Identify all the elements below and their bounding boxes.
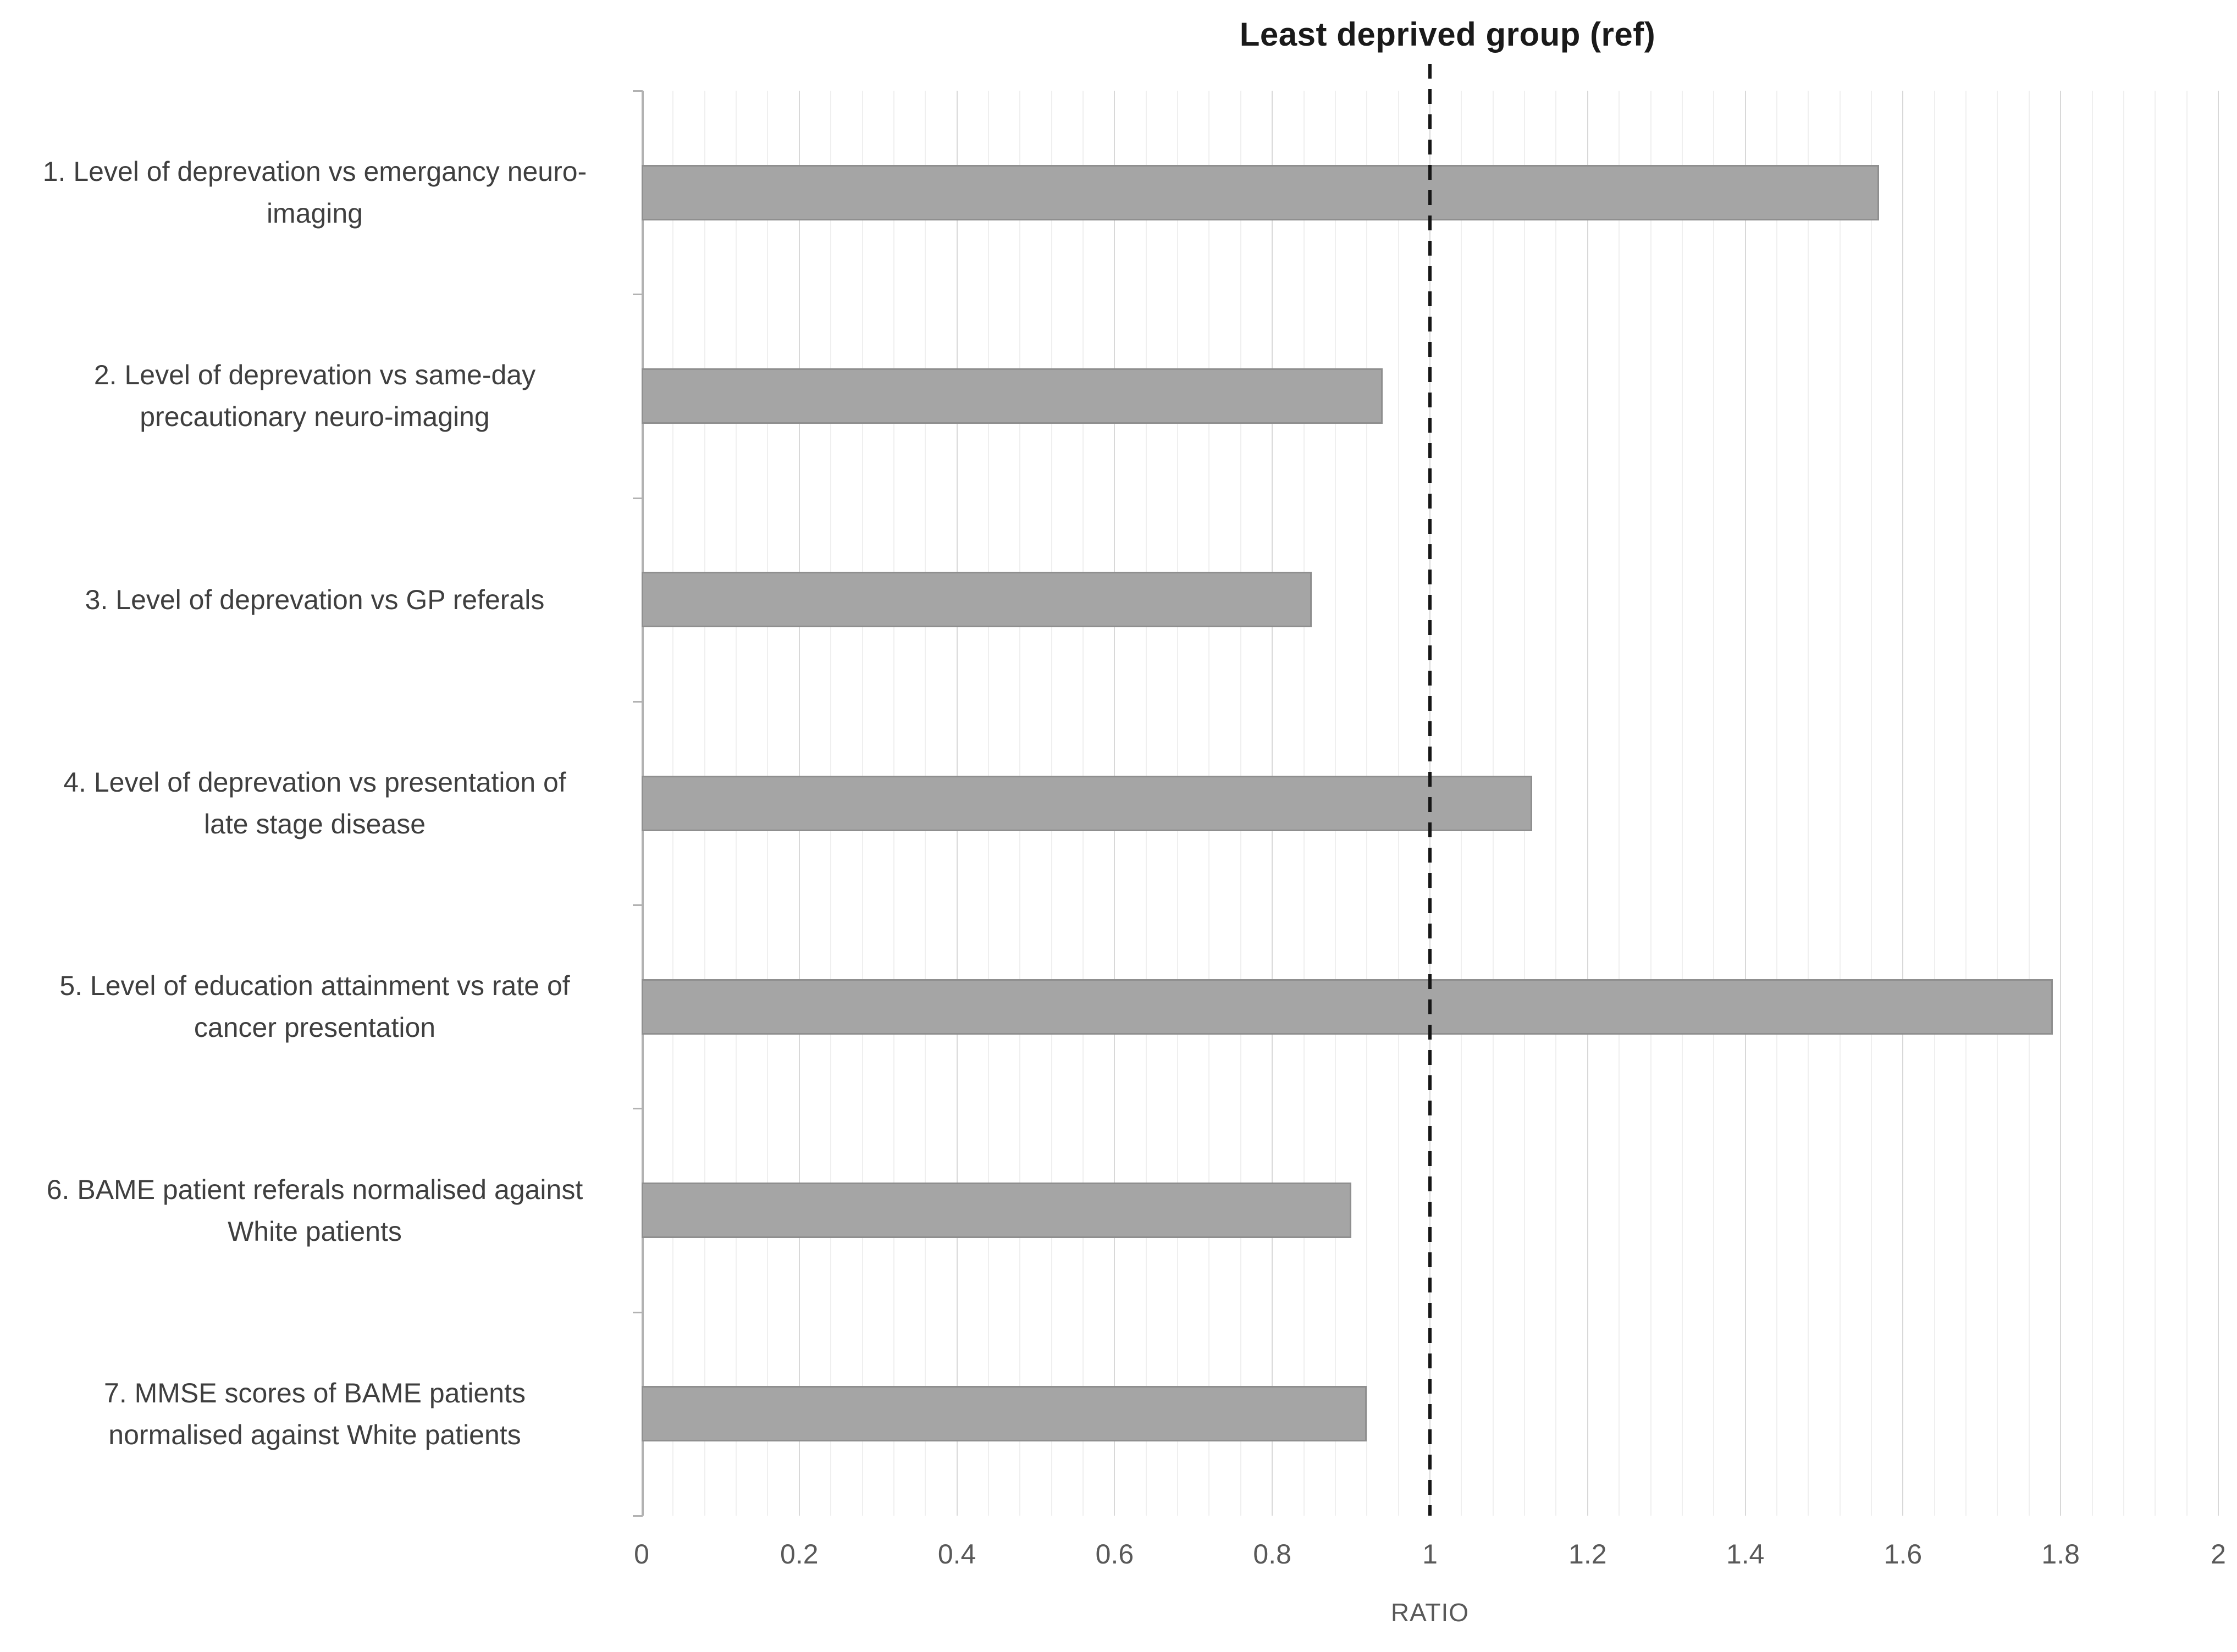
minor-gridline — [1997, 91, 1998, 1516]
bar — [642, 572, 1312, 628]
axis-tick-mark — [633, 497, 643, 499]
category-label: 4. Level of deprevation vs presentation … — [63, 767, 566, 839]
x-tick-label: 0 — [634, 1539, 649, 1570]
major-gridline — [1744, 91, 1746, 1516]
x-tick-label: 1.2 — [1568, 1539, 1607, 1570]
minor-gridline — [1713, 91, 1715, 1516]
bar — [642, 1183, 1351, 1239]
axis-tick-mark — [633, 904, 643, 907]
bar — [642, 979, 2053, 1035]
axis-tick-mark — [633, 90, 643, 92]
minor-gridline — [1839, 91, 1841, 1516]
bar — [642, 368, 1383, 424]
x-tick-label: 1.4 — [1726, 1539, 1765, 1570]
axis-tick-mark — [633, 700, 643, 703]
category-label: 3. Level of deprevation vs GP referals — [85, 584, 545, 615]
x-tick-label: 0.6 — [1095, 1539, 1134, 1570]
major-gridline — [2060, 91, 2062, 1516]
axis-tick-mark — [633, 1108, 643, 1110]
axis-tick-mark — [633, 294, 643, 296]
bar — [642, 775, 1533, 831]
x-tick-label: 1 — [1422, 1539, 1438, 1570]
minor-gridline — [1871, 91, 1873, 1516]
axis-tick-mark — [633, 1311, 643, 1313]
major-gridline — [2218, 91, 2219, 1516]
category-label: 6. BAME patient referals normalised agai… — [46, 1174, 583, 1247]
minor-gridline — [2155, 91, 2156, 1516]
x-axis-title: RATIO — [1390, 1598, 1470, 1627]
minor-gridline — [1555, 91, 1557, 1516]
category-label: 5. Level of education attainment vs rate… — [59, 970, 570, 1043]
minor-gridline — [2123, 91, 2124, 1516]
x-tick-label: 0.8 — [1253, 1539, 1291, 1570]
category-label: 2. Level of deprevation vs same-day prec… — [93, 360, 536, 433]
minor-gridline — [1776, 91, 1777, 1516]
reference-line-label: Least deprived group (ref) — [1239, 16, 1656, 53]
x-tick-label: 0.2 — [780, 1539, 819, 1570]
minor-gridline — [1681, 91, 1683, 1516]
reference-line — [1428, 64, 1432, 1516]
x-tick-label: 2 — [2211, 1539, 2226, 1570]
minor-gridline — [1619, 91, 1620, 1516]
minor-gridline — [1934, 91, 1935, 1516]
minor-gridline — [2186, 91, 2188, 1516]
category-label: 1. Level of deprevation vs emergancy neu… — [42, 156, 587, 229]
category-label: 7. MMSE scores of BAME patients normalis… — [104, 1377, 526, 1450]
minor-gridline — [1965, 91, 1967, 1516]
major-gridline — [1587, 91, 1588, 1516]
x-tick-label: 0.4 — [937, 1539, 976, 1570]
minor-gridline — [1650, 91, 1651, 1516]
minor-gridline — [2028, 91, 2030, 1516]
minor-gridline — [1808, 91, 1809, 1516]
x-tick-label: 1.6 — [1884, 1539, 1923, 1570]
minor-gridline — [2091, 91, 2093, 1516]
bar — [642, 164, 1880, 220]
major-gridline — [1902, 91, 1904, 1516]
bar — [642, 1386, 1367, 1442]
axis-tick-mark — [633, 1515, 643, 1517]
x-tick-label: 1.8 — [2041, 1539, 2080, 1570]
